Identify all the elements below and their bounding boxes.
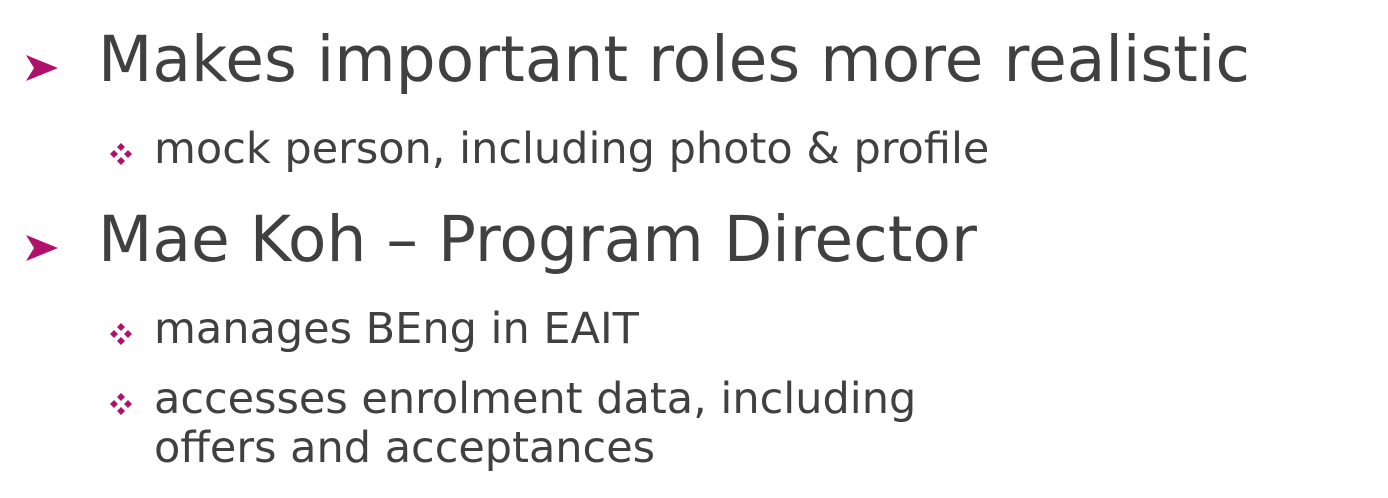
bullet-level2-manages: manages BEng in EAIT	[108, 308, 639, 351]
bullet-level2-mock-person: mock person, including photo & profile	[108, 128, 989, 171]
bullet-text: manages BEng in EAIT	[154, 304, 639, 354]
bullet-text-line: offers and acceptances	[154, 423, 656, 473]
bullet-text: mock person, including photo & profile	[154, 124, 990, 174]
bullet-text-wrapped: accesses enrolment data, including offer…	[154, 378, 916, 470]
bullet-text: Makes important roles more realistic	[98, 23, 1251, 96]
bullet-level1-mae-koh: Mae Koh – Program Director	[22, 208, 977, 271]
bullet-level2-accesses: accesses enrolment data, including offer…	[108, 378, 916, 470]
bullet-text-line: accesses enrolment data, including	[154, 374, 917, 424]
bullet-text: Mae Koh – Program Director	[98, 203, 977, 276]
bullet-level1-roles: Makes important roles more realistic	[22, 28, 1250, 91]
